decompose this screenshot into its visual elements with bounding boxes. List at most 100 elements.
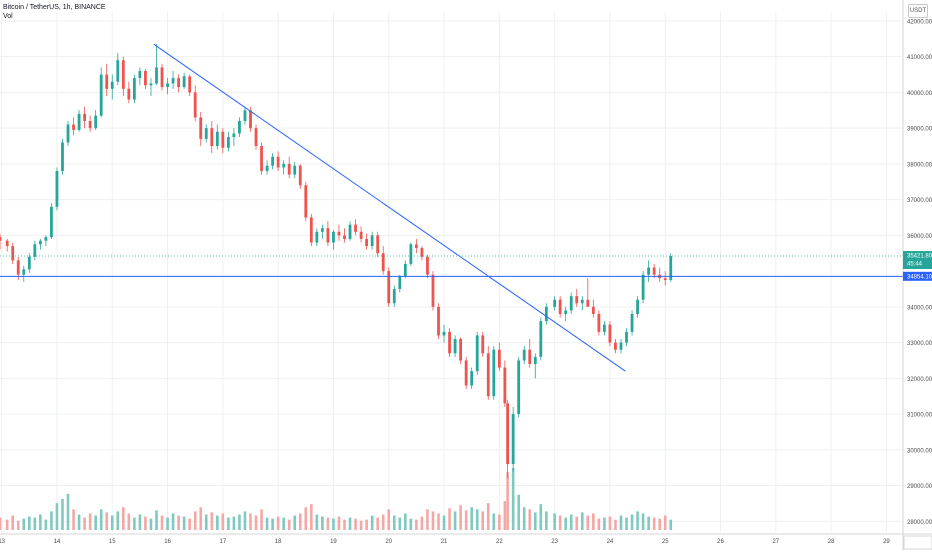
volume-bar bbox=[232, 516, 236, 530]
candle-body bbox=[475, 335, 479, 372]
volume-bar bbox=[459, 505, 462, 530]
volume-bar bbox=[354, 518, 357, 530]
candle-body bbox=[544, 306, 548, 322]
volume-bar bbox=[365, 519, 368, 530]
volume-bar bbox=[315, 514, 319, 530]
candle-body bbox=[403, 263, 407, 277]
volume-bar bbox=[287, 519, 291, 530]
volume-bar bbox=[177, 515, 180, 530]
candle-body bbox=[155, 67, 158, 84]
volume-bar bbox=[116, 511, 120, 530]
y-tick-label: 41000.00 bbox=[907, 55, 932, 61]
x-tick-label: 15 bbox=[109, 539, 116, 545]
candle-body bbox=[414, 244, 418, 248]
candle-body bbox=[121, 60, 125, 89]
candle-body bbox=[533, 356, 537, 365]
x-tick-label: 21 bbox=[441, 539, 448, 545]
volume-bar bbox=[528, 509, 532, 530]
candle-body bbox=[481, 335, 485, 354]
volume-bar bbox=[431, 511, 435, 530]
candle-body bbox=[298, 165, 302, 186]
candle-body bbox=[132, 78, 136, 100]
candle-body bbox=[144, 70, 147, 86]
volume-bar bbox=[359, 520, 363, 530]
volume-bar bbox=[553, 513, 556, 530]
volume-bar bbox=[597, 518, 601, 530]
candle-body bbox=[448, 331, 451, 354]
candle-body bbox=[249, 110, 252, 129]
candle-body bbox=[55, 171, 59, 207]
candle-body bbox=[602, 324, 606, 332]
y-tick-label: 37000.00 bbox=[907, 198, 932, 204]
volume-bar bbox=[522, 507, 526, 530]
x-tick-label: 22 bbox=[496, 539, 503, 545]
volume-bar bbox=[470, 507, 473, 530]
volume-bar bbox=[122, 507, 125, 530]
candle-body bbox=[580, 299, 584, 304]
volume-bar bbox=[188, 518, 191, 530]
candle-body bbox=[77, 113, 81, 130]
y-tick-label: 33000.00 bbox=[907, 341, 932, 347]
volume-bar bbox=[88, 513, 92, 530]
candle-body bbox=[215, 131, 219, 147]
candle-body bbox=[511, 414, 515, 465]
candle-body bbox=[387, 271, 391, 304]
volume-bar bbox=[614, 519, 617, 530]
candle-body bbox=[99, 74, 103, 116]
candle-body bbox=[16, 260, 20, 275]
candle-body bbox=[464, 360, 468, 386]
volume-bar bbox=[625, 517, 628, 530]
volume-bar bbox=[44, 519, 48, 530]
candle-body bbox=[243, 110, 247, 122]
candle-body bbox=[426, 256, 429, 275]
volume-bar bbox=[33, 517, 37, 530]
x-tick-label: 26 bbox=[717, 539, 724, 545]
candle-body bbox=[343, 235, 346, 239]
candle-body bbox=[11, 246, 15, 261]
candle-body bbox=[381, 253, 385, 272]
candle-body bbox=[492, 349, 496, 397]
candle-body bbox=[442, 331, 446, 336]
y-tick-label: 29000.00 bbox=[907, 484, 932, 490]
x-tick-label: 16 bbox=[164, 539, 171, 545]
candle-body bbox=[409, 244, 413, 264]
volume-bar bbox=[392, 515, 396, 530]
volume-bar bbox=[16, 520, 20, 530]
volume-bar bbox=[238, 514, 241, 530]
candle-body bbox=[647, 267, 651, 275]
candle-body bbox=[66, 124, 70, 143]
candle-body bbox=[392, 288, 396, 304]
currency-button[interactable]: USDT bbox=[908, 4, 928, 18]
volume-bar bbox=[545, 511, 548, 530]
candle-body bbox=[204, 128, 208, 139]
volume-indicator-label: Vol bbox=[3, 13, 13, 20]
candle-body bbox=[365, 238, 369, 247]
volume-bar bbox=[61, 499, 64, 530]
candle-body bbox=[528, 349, 532, 365]
volume-bar bbox=[193, 511, 197, 530]
y-tick-label: 42000.00 bbox=[907, 19, 932, 25]
volume-bar bbox=[265, 517, 269, 530]
candle-body bbox=[265, 165, 269, 172]
candle-body bbox=[238, 121, 241, 134]
candle-body bbox=[94, 115, 98, 129]
symbol-title: Bitcoin / TetherUS, 1h, BINANCE bbox=[3, 4, 106, 11]
volume-bar bbox=[658, 518, 661, 530]
candle-body bbox=[619, 342, 623, 350]
candle-body bbox=[254, 128, 258, 147]
volume-bar bbox=[204, 514, 208, 530]
volume-bar bbox=[72, 509, 75, 530]
candle-body bbox=[221, 131, 225, 148]
candle-body bbox=[88, 121, 92, 129]
x-tick-label: 13 bbox=[0, 539, 6, 545]
candle-body bbox=[630, 313, 634, 332]
candle-body bbox=[597, 313, 601, 332]
volume-bar bbox=[337, 516, 341, 530]
volume-bar bbox=[50, 511, 53, 530]
candle-body bbox=[171, 78, 175, 84]
volume-bar bbox=[370, 515, 374, 530]
volume-bar bbox=[66, 493, 70, 530]
candle-body bbox=[182, 76, 186, 88]
